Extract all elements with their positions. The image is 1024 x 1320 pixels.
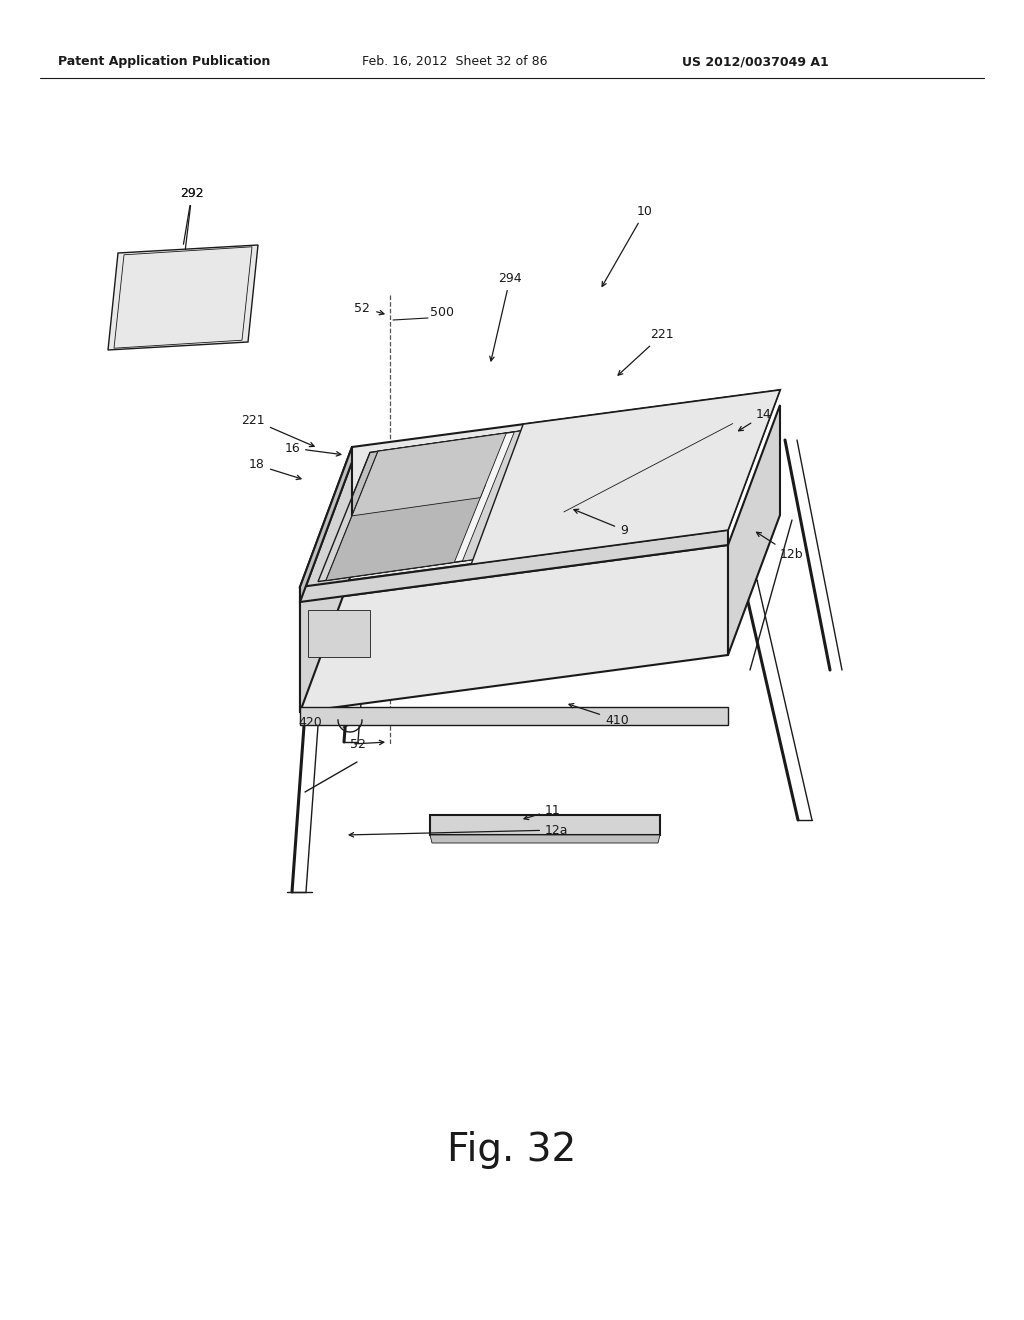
Polygon shape — [430, 836, 660, 843]
Polygon shape — [430, 814, 660, 836]
Polygon shape — [318, 396, 771, 582]
Text: 292: 292 — [180, 187, 204, 244]
Text: 12a: 12a — [349, 824, 568, 837]
Polygon shape — [463, 429, 530, 561]
Text: 18: 18 — [249, 458, 301, 479]
Polygon shape — [108, 246, 258, 350]
Text: 9: 9 — [573, 510, 628, 536]
Polygon shape — [352, 433, 506, 516]
Text: 12b: 12b — [757, 532, 804, 561]
Text: 52: 52 — [354, 301, 370, 314]
Polygon shape — [300, 545, 728, 711]
Text: 500: 500 — [430, 306, 454, 319]
Text: US 2012/0037049 A1: US 2012/0037049 A1 — [682, 55, 828, 69]
Polygon shape — [308, 610, 370, 657]
Polygon shape — [300, 447, 352, 602]
Text: 14: 14 — [738, 408, 772, 430]
Polygon shape — [326, 430, 522, 581]
Text: 10: 10 — [602, 205, 653, 286]
Polygon shape — [300, 462, 352, 711]
Text: 294: 294 — [489, 272, 522, 360]
Text: 221: 221 — [618, 329, 674, 375]
Polygon shape — [326, 484, 485, 581]
Polygon shape — [300, 389, 780, 587]
Text: 52: 52 — [350, 738, 366, 751]
Polygon shape — [471, 389, 780, 564]
Text: 11: 11 — [524, 804, 561, 820]
Polygon shape — [728, 405, 780, 655]
Text: 221: 221 — [242, 413, 314, 446]
Text: Feb. 16, 2012  Sheet 32 of 86: Feb. 16, 2012 Sheet 32 of 86 — [362, 55, 548, 69]
Text: 16: 16 — [285, 441, 341, 457]
Polygon shape — [300, 708, 728, 725]
Text: Patent Application Publication: Patent Application Publication — [58, 55, 270, 69]
Text: 410: 410 — [569, 704, 629, 726]
Text: 292: 292 — [180, 187, 204, 249]
Text: Fig. 32: Fig. 32 — [447, 1131, 577, 1170]
Polygon shape — [300, 531, 728, 602]
Text: 420: 420 — [298, 715, 322, 729]
Polygon shape — [539, 420, 602, 550]
